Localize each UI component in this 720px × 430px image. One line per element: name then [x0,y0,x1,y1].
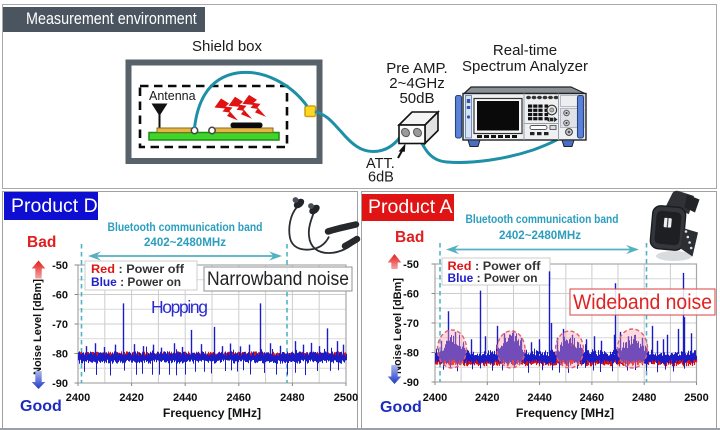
svg-text:2420: 2420 [119,392,143,404]
svg-text:-70: -70 [52,319,68,331]
svg-text:Shield box: Shield box [192,38,263,55]
svg-text:2420: 2420 [475,392,499,404]
svg-text:2400: 2400 [423,392,447,404]
svg-text:Real-time: Real-time [493,42,557,59]
svg-text:Frequency [MHz]: Frequency [MHz] [163,406,261,420]
svg-text:Noise Level [dBm]: Noise Level [dBm] [392,278,404,374]
svg-text:Pre AMP.: Pre AMP. [386,60,447,77]
svg-text:50dB: 50dB [399,90,434,107]
svg-text:-50: -50 [403,259,419,271]
svg-text:2480: 2480 [632,392,656,404]
svg-text:Bad: Bad [27,234,56,251]
svg-text:6dB: 6dB [368,170,394,186]
svg-text:Good: Good [20,398,62,415]
svg-text:2500: 2500 [334,392,358,404]
svg-text:-60: -60 [52,290,68,302]
svg-text:Wideband noise: Wideband noise [573,291,712,314]
svg-text:-90: -90 [52,378,68,390]
svg-text:2460: 2460 [580,392,604,404]
svg-text:Bluetooth communication band: Bluetooth communication band [466,212,619,226]
svg-text:-80: -80 [403,348,419,360]
svg-text:2440: 2440 [173,392,197,404]
svg-text:2402~2480MHz: 2402~2480MHz [499,228,581,242]
svg-text:Red : Power off: Red : Power off [91,262,185,276]
svg-text:-50: -50 [52,260,68,272]
svg-text:Antenna: Antenna [149,89,196,103]
svg-text:Hopping: Hopping [151,297,208,317]
svg-text:Frequency [MHz]: Frequency [MHz] [516,406,614,420]
svg-text:-90: -90 [403,377,419,389]
svg-text:Bad: Bad [395,229,424,246]
svg-text:-60: -60 [403,289,419,301]
svg-text:Good: Good [380,399,422,416]
svg-text:2~4GHz: 2~4GHz [389,75,444,92]
svg-text:Blue : Power on: Blue : Power on [91,275,181,289]
svg-text:Narrowband noise: Narrowband noise [207,268,349,290]
svg-text:2460: 2460 [227,392,251,404]
svg-text:2400: 2400 [66,392,90,404]
svg-text:2440: 2440 [527,392,551,404]
svg-text:-80: -80 [52,349,68,361]
svg-text:Bluetooth communication band: Bluetooth communication band [108,220,263,234]
svg-text:Noise Level [dBm]: Noise Level [dBm] [32,279,44,375]
svg-text:Blue : Power on: Blue : Power on [448,271,538,285]
svg-text:-70: -70 [403,318,419,330]
svg-text:2402~2480MHz: 2402~2480MHz [144,235,226,249]
svg-text:ATT.: ATT. [366,156,395,172]
svg-text:Red : Power off: Red : Power off [448,259,542,273]
svg-text:2500: 2500 [684,392,708,404]
svg-text:Spectrum Analyzer: Spectrum Analyzer [462,58,588,75]
svg-text:2480: 2480 [280,392,304,404]
